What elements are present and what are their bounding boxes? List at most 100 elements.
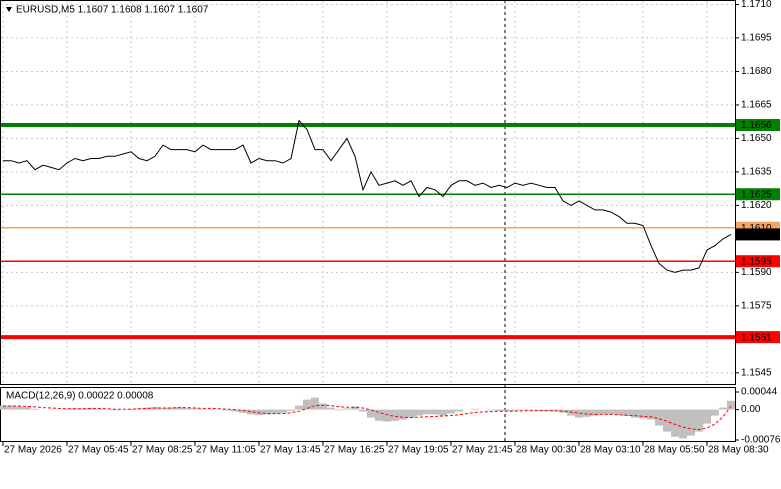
histogram-bar — [167, 407, 175, 410]
histogram-bar — [375, 409, 383, 421]
histogram-bar — [127, 408, 135, 410]
histogram-bar — [687, 409, 695, 436]
chart-title: EURUSD,M5 1.1607 1.1608 1.1607 1.1607 — [16, 5, 209, 16]
y-tick-label: 0.00 — [741, 404, 761, 415]
y-tick-label: 1.1695 — [741, 33, 772, 44]
y-tick-label: 1.1545 — [741, 367, 772, 378]
y-tick-label: 1.1575 — [741, 301, 772, 312]
histogram-bar — [319, 403, 327, 410]
histogram-bar — [367, 409, 375, 418]
histogram-bar — [239, 409, 247, 413]
x-tick-label: 27 May 16:25 — [324, 445, 385, 456]
grid — [1, 1, 735, 384]
histogram-bar — [615, 409, 623, 416]
histogram-bar — [23, 407, 31, 410]
histogram-bar — [95, 408, 103, 410]
histogram-bar — [399, 409, 407, 420]
macd-title: MACD(12,26,9) 0.00022 0.00008 — [6, 391, 154, 402]
histogram-bar — [623, 409, 631, 416]
histogram-bar — [335, 409, 343, 411]
histogram-bar — [583, 409, 591, 417]
histogram-bar — [271, 409, 279, 414]
histogram-bar — [7, 405, 15, 410]
histogram-bar — [247, 409, 255, 415]
histogram-bar — [679, 409, 687, 439]
x-tick-label: 27 May 2026 — [4, 445, 62, 456]
histogram-bar — [447, 409, 455, 414]
histogram-bar — [439, 409, 447, 416]
histogram-bar — [503, 409, 511, 412]
histogram-bar — [111, 409, 119, 411]
histogram-bar — [487, 409, 495, 411]
level-label: 1.1561 — [741, 332, 772, 343]
histogram-bar — [15, 406, 23, 410]
histogram-bar — [223, 409, 231, 411]
histogram-bar — [655, 409, 663, 426]
last-price-label: 1.1607 — [741, 230, 772, 241]
histogram-bar — [695, 409, 703, 432]
y-tick-label: 1.1710 — [741, 0, 772, 10]
menu-arrow — [6, 7, 12, 12]
histogram-bar — [671, 409, 679, 437]
histogram-bar — [63, 408, 71, 410]
histogram-bar — [423, 409, 431, 415]
last-price-tag — [736, 228, 780, 241]
x-tick-label: 27 May 05:45 — [68, 445, 129, 456]
histogram-bar — [295, 405, 303, 410]
y-tick-label: 1.1650 — [741, 133, 772, 144]
histogram-bar — [415, 409, 423, 416]
histogram-bar — [527, 409, 535, 411]
histogram-bar — [631, 409, 639, 418]
histogram-bar — [327, 407, 335, 410]
marks — [0, 119, 735, 439]
y-tick-label: -0.00076 — [741, 435, 781, 446]
x-tick-label: 27 May 11:05 — [196, 445, 256, 456]
x-tick-label: 27 May 13:45 — [260, 445, 321, 456]
histogram-bar — [519, 409, 527, 411]
histogram-bar — [87, 408, 95, 410]
histogram-bar — [279, 409, 287, 413]
level-tag — [736, 255, 780, 268]
histogram-bar — [383, 409, 391, 422]
price-line — [3, 119, 732, 273]
histogram-bar — [607, 409, 615, 415]
histogram-bar — [567, 409, 575, 416]
histogram-bar — [471, 408, 479, 410]
level-label: 1.1610 — [741, 223, 772, 234]
histogram-bar — [303, 399, 311, 410]
main-panel — [0, 0, 736, 385]
histogram-bar — [391, 409, 399, 421]
histogram-bar — [175, 407, 183, 410]
histogram-bar — [639, 409, 647, 419]
histogram-bar — [263, 409, 271, 415]
x-tick-label: 27 May 21:45 — [452, 445, 513, 456]
histogram-bar — [599, 409, 607, 415]
histogram-bar — [719, 407, 727, 410]
histogram-bar — [663, 409, 671, 432]
histogram-bar — [455, 409, 463, 412]
x-tick-label: 27 May 08:25 — [132, 445, 193, 456]
histogram-bar — [351, 406, 359, 410]
histogram-bar — [143, 407, 151, 410]
histogram-bar — [31, 408, 39, 410]
histogram-bar — [311, 397, 319, 410]
y-tick-label: 1.1680 — [741, 66, 772, 77]
histogram-bar — [647, 409, 655, 420]
signal-line — [3, 404, 732, 431]
level-label: 1.1656 — [741, 120, 772, 131]
histogram-bar — [495, 409, 503, 411]
level-tag — [736, 188, 780, 201]
histogram-bar — [191, 408, 199, 410]
histogram-bar — [727, 400, 735, 410]
histogram-bar — [359, 409, 367, 412]
histogram-bar — [231, 409, 239, 412]
histogram-bar — [343, 408, 351, 410]
x-tick-label: 28 May 08:30 — [708, 445, 769, 456]
level-label: 1.1595 — [741, 256, 772, 267]
level-tag — [736, 331, 780, 344]
level-label: 1.1625 — [741, 189, 772, 200]
histogram-bar — [431, 409, 439, 415]
histogram-bar — [287, 409, 295, 411]
